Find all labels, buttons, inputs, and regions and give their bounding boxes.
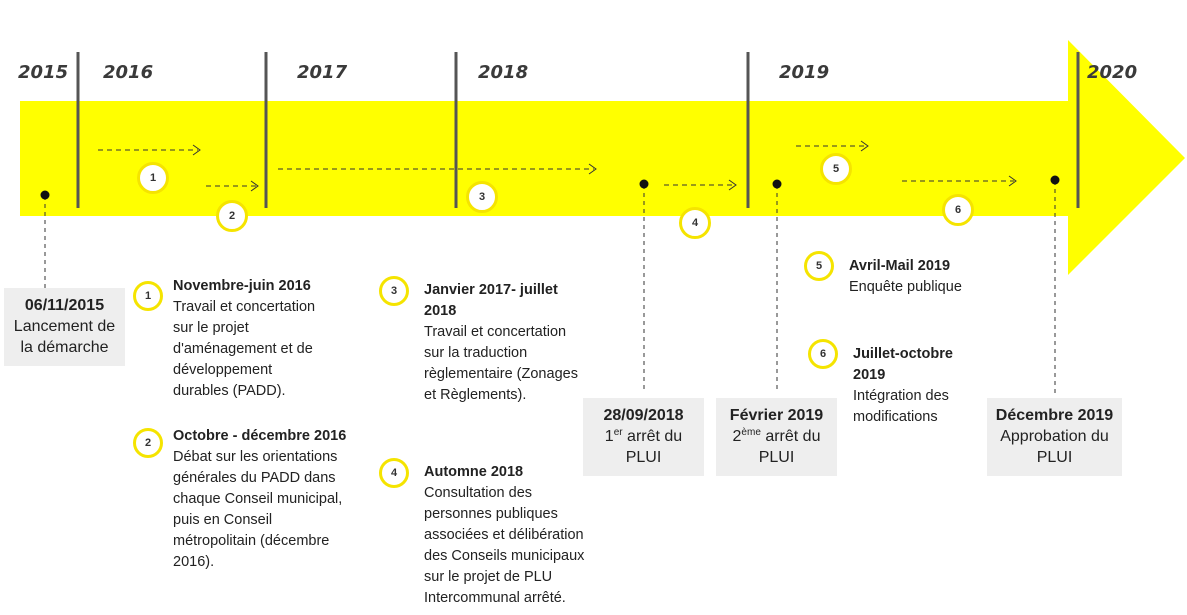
milestone-line: PLUI [758,449,795,466]
milestone-box-second-stop: Février 2019 2ème arrêt du PLUI [716,398,837,476]
legend-title: Novembre-juin 2016 [173,278,311,294]
legend-text: puis en Conseil [173,512,273,528]
legend-text: des Conseils municipaux [424,548,585,564]
milestone-dot-3 [772,179,782,189]
milestone-line: 2ème arrêt du [732,427,821,446]
legend-text: personnes publiques [424,506,558,522]
legend-text: Travail et concertation [424,324,567,340]
milestone-date: 28/09/2018 [603,407,684,424]
legend-title: Octobre - décembre 2016 [173,428,347,444]
legend-title: 2018 [424,303,457,319]
legend-text: Intégration des [853,388,949,404]
legend-title: Avril-Mail 2019 [849,258,951,274]
legend-text: Débat sur les orientations [173,449,338,465]
legend-title: Automne 2018 [424,464,524,480]
phase-marker-2: 2 [216,200,248,232]
legend-marker-5: 5 [804,251,834,281]
milestone-date: Décembre 2019 [995,407,1114,424]
milestone-box-first-stop: 28/09/2018 1er arrêt du PLUI [583,398,704,476]
legend-text: règlementaire (Zonages [424,366,578,382]
milestone-line: la démarche [20,339,109,356]
milestone-line: Lancement de [13,318,116,335]
legend-text: d'aménagement et de [173,341,313,357]
phase-marker-1: 1 [137,162,169,194]
legend-text: développement [173,362,273,378]
milestone-dot-2 [639,179,649,189]
legend-text: modifications [853,409,938,425]
legend-text: générales du PADD dans [173,470,336,486]
year-label-2016: 2016 [103,62,154,83]
milestone-dot-1 [40,190,50,200]
legend-text: Intercommunal arrêté. [424,590,566,606]
legend-marker-1: 1 [133,281,163,311]
legend-text: métropolitain (décembre [173,533,330,549]
legend-item-3: Janvier 2017- juillet 2018 Travail et co… [424,280,578,406]
year-label-2019: 2019 [779,62,830,83]
legend-marker-2: 2 [133,428,163,458]
milestone-line: PLUI [1036,449,1073,466]
legend-text: chaque Conseil municipal, [173,491,343,507]
legend-title: Juillet-octobre [853,346,953,362]
milestone-date: 06/11/2015 [24,297,105,314]
legend-marker-3: 3 [379,276,409,306]
phase-marker-4: 4 [679,207,711,239]
milestone-dot-4 [1050,175,1060,185]
legend-item-2: Octobre - décembre 2016 Débat sur les or… [173,426,346,573]
legend-item-6: Juillet-octobre 2019 Intégration des mod… [853,344,953,428]
legend-text: sur le projet [173,320,249,336]
legend-marker-6: 6 [808,339,838,369]
legend-text: durables (PADD). [173,383,286,399]
legend-text: Consultation des [424,485,533,501]
legend-text: Enquête publique [849,279,962,295]
phase-marker-3: 3 [466,181,498,213]
legend-title: 2019 [853,367,886,383]
year-label-2015: 2015 [18,62,69,83]
legend-title: Janvier 2017- juillet [424,282,558,298]
legend-text: sur le projet de PLU [424,569,553,585]
milestone-line: Approbation du [1000,428,1109,445]
legend-item-1: Novembre-juin 2016 Travail et concertati… [173,276,315,402]
phase-marker-6: 6 [942,194,974,226]
milestone-line: PLUI [625,449,662,466]
phase-marker-5: 5 [820,153,852,185]
milestone-box-approval: Décembre 2019 Approbation du PLUI [987,398,1122,476]
legend-item-4: Automne 2018 Consultation des personnes … [424,462,584,609]
year-label-2020: 2020 [1087,62,1138,83]
milestone-date: Février 2019 [729,407,824,424]
milestone-line: 1er arrêt du [604,427,683,446]
year-label-2018: 2018 [478,62,529,83]
milestone-box-launch: 06/11/2015 Lancement de la démarche [4,288,125,366]
legend-text: associées et délibération [424,527,584,543]
legend-text: 2016). [173,554,215,570]
legend-text: Travail et concertation [173,299,316,315]
legend-text: et Règlements). [424,387,527,403]
year-label-2017: 2017 [297,62,348,83]
legend-marker-4: 4 [379,458,409,488]
timeline-arrow [20,40,1185,275]
legend-item-5: Avril-Mail 2019 Enquête publique [849,256,962,298]
legend-text: sur la traduction [424,345,528,361]
